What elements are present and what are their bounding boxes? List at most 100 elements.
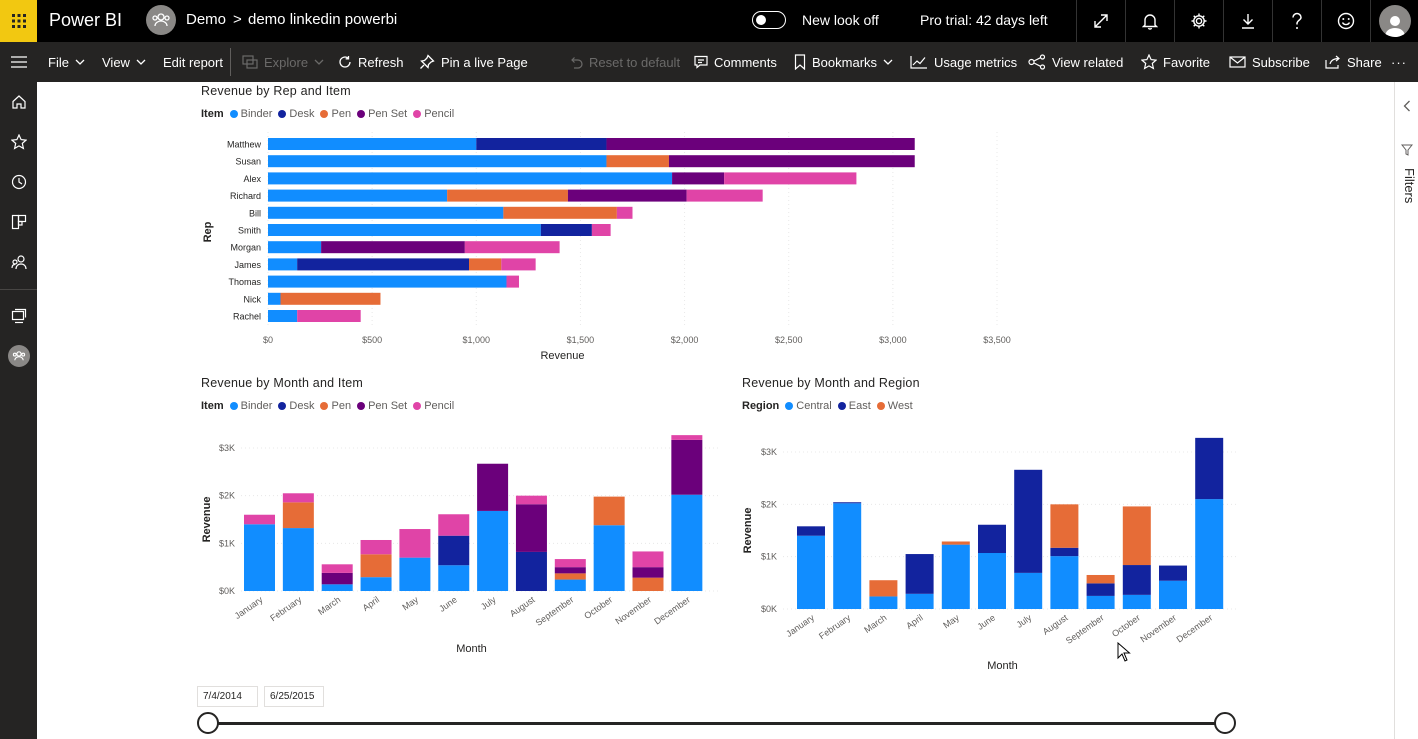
- share-button[interactable]: Share: [1325, 42, 1382, 82]
- bar-august-desk[interactable]: [515, 551, 547, 591]
- nav-workspaces[interactable]: [0, 304, 37, 328]
- bar-february-pen[interactable]: [282, 502, 314, 529]
- refresh-button[interactable]: Refresh: [338, 42, 404, 82]
- slicer-end-handle[interactable]: [1214, 712, 1236, 734]
- nav-home[interactable]: [0, 90, 37, 114]
- bar-morgan-pencil[interactable]: [464, 241, 560, 254]
- bar-november-pen[interactable]: [632, 577, 664, 591]
- bar-richard-pencil[interactable]: [686, 189, 763, 202]
- revenue-by-rep-chart[interactable]: $0 $500 $1,000 $1,500 $2,000 $2,500 $3,000 $3,5…: [195, 132, 1045, 364]
- bookmarks-menu[interactable]: Bookmarks: [794, 42, 893, 82]
- bar-rachel-binder[interactable]: [268, 310, 298, 322]
- legend-item-binder[interactable]: Binder: [229, 400, 272, 412]
- bar-november-east[interactable]: [1159, 565, 1187, 581]
- bar-thomas-binder[interactable]: [268, 275, 507, 288]
- bar-april-central[interactable]: [905, 593, 934, 609]
- bar-june-central[interactable]: [978, 553, 1006, 609]
- legend-item-binder[interactable]: Binder: [229, 108, 272, 120]
- bar-smith-desk[interactable]: [540, 224, 592, 236]
- bar-june-binder[interactable]: [438, 565, 470, 591]
- bar-april-pencil[interactable]: [360, 539, 392, 555]
- bar-may-binder[interactable]: [399, 557, 431, 591]
- bar-richard-pen-set[interactable]: [567, 189, 687, 202]
- bar-alex-binder[interactable]: [268, 172, 673, 185]
- bar-december-pen-set[interactable]: [671, 439, 703, 495]
- bar-march-central[interactable]: [869, 596, 898, 609]
- bar-november-pencil[interactable]: [632, 551, 664, 568]
- workspace-avatar[interactable]: [146, 5, 176, 35]
- bar-march-pen-set[interactable]: [321, 572, 353, 585]
- bar-october-central[interactable]: [1122, 594, 1151, 609]
- comments-button[interactable]: Comments: [694, 42, 777, 82]
- legend-item-pen[interactable]: Pen: [320, 400, 351, 412]
- trial-label[interactable]: Pro trial: 42 days left: [920, 12, 1048, 28]
- bar-december-binder[interactable]: [671, 494, 703, 591]
- slicer-start-handle[interactable]: [197, 712, 219, 734]
- slicer-start-date[interactable]: 7/4/2014: [197, 686, 258, 707]
- bar-susan-binder[interactable]: [268, 155, 607, 168]
- subscribe-button[interactable]: Subscribe: [1229, 42, 1310, 82]
- explore-menu[interactable]: Explore: [242, 42, 324, 82]
- legend-item-pen[interactable]: Pen: [320, 108, 351, 120]
- file-menu[interactable]: File: [48, 42, 85, 82]
- breadcrumb-workspace[interactable]: Demo: [186, 11, 227, 28]
- legend-item-pen-set[interactable]: Pen Set: [357, 108, 407, 120]
- revenue-by-month-item-chart[interactable]: $0K $1K $2K $3K January February March April May…: [195, 425, 725, 660]
- bar-nick-binder[interactable]: [268, 292, 281, 305]
- bar-december-central[interactable]: [1195, 499, 1224, 609]
- bar-march-binder[interactable]: [321, 584, 353, 591]
- bar-susan-pen[interactable]: [606, 155, 669, 168]
- reset-default-button[interactable]: Reset to default: [569, 42, 680, 82]
- bar-morgan-binder[interactable]: [268, 241, 322, 254]
- view-related-button[interactable]: View related: [1028, 42, 1123, 82]
- bar-june-east[interactable]: [978, 524, 1006, 554]
- settings-button[interactable]: [1174, 0, 1223, 42]
- pin-live-page-button[interactable]: Pin a live Page: [419, 42, 528, 82]
- bar-march-pencil[interactable]: [321, 564, 353, 573]
- bar-matthew-desk[interactable]: [476, 138, 607, 150]
- bar-nick-pen[interactable]: [280, 292, 381, 305]
- filters-pane[interactable]: Filters: [1394, 82, 1418, 739]
- fullscreen-button[interactable]: [1076, 0, 1125, 42]
- nav-toggle-button[interactable]: [0, 50, 37, 74]
- chevron-left-icon[interactable]: [1403, 100, 1411, 112]
- view-menu[interactable]: View: [102, 42, 146, 82]
- notifications-button[interactable]: [1125, 0, 1174, 42]
- bar-smith-binder[interactable]: [268, 224, 541, 236]
- more-options-button[interactable]: ···: [1391, 42, 1407, 82]
- bar-february-binder[interactable]: [282, 528, 314, 591]
- bar-october-west[interactable]: [1122, 506, 1151, 566]
- bar-june-pencil[interactable]: [438, 514, 470, 536]
- bar-thomas-pencil[interactable]: [506, 275, 519, 288]
- bar-august-west[interactable]: [1050, 504, 1079, 548]
- bar-james-binder[interactable]: [268, 258, 298, 271]
- bar-september-binder[interactable]: [554, 579, 586, 591]
- bar-september-east[interactable]: [1086, 583, 1115, 596]
- bar-october-binder[interactable]: [593, 525, 625, 591]
- revenue-by-month-region-chart[interactable]: $0K $1K $2K $3K January February March April May…: [735, 425, 1250, 677]
- bar-august-central[interactable]: [1050, 556, 1079, 609]
- legend-item-pencil[interactable]: Pencil: [413, 108, 454, 120]
- bar-bill-pen[interactable]: [503, 206, 617, 219]
- download-button[interactable]: [1223, 0, 1272, 42]
- nav-shared[interactable]: [0, 250, 37, 274]
- bar-james-desk[interactable]: [297, 258, 469, 271]
- bar-october-pen[interactable]: [593, 496, 625, 526]
- feedback-button[interactable]: [1321, 0, 1370, 42]
- bar-alex-pencil[interactable]: [724, 172, 857, 185]
- help-button[interactable]: [1272, 0, 1321, 42]
- bar-bill-pencil[interactable]: [616, 206, 633, 219]
- bar-july-central[interactable]: [1014, 572, 1043, 609]
- legend-item-central[interactable]: Central: [785, 400, 832, 412]
- nav-apps[interactable]: [0, 210, 37, 234]
- bar-april-pen[interactable]: [360, 554, 392, 578]
- bar-august-pencil[interactable]: [515, 495, 547, 505]
- nav-recent[interactable]: [0, 170, 37, 194]
- bar-morgan-pen-set[interactable]: [321, 241, 465, 254]
- bar-may-central[interactable]: [941, 544, 970, 609]
- new-look-toggle[interactable]: [752, 11, 786, 29]
- bar-may-pencil[interactable]: [399, 529, 431, 558]
- edit-report-button[interactable]: Edit report: [163, 42, 223, 82]
- legend-item-desk[interactable]: Desk: [278, 400, 314, 412]
- bar-bill-binder[interactable]: [268, 206, 504, 219]
